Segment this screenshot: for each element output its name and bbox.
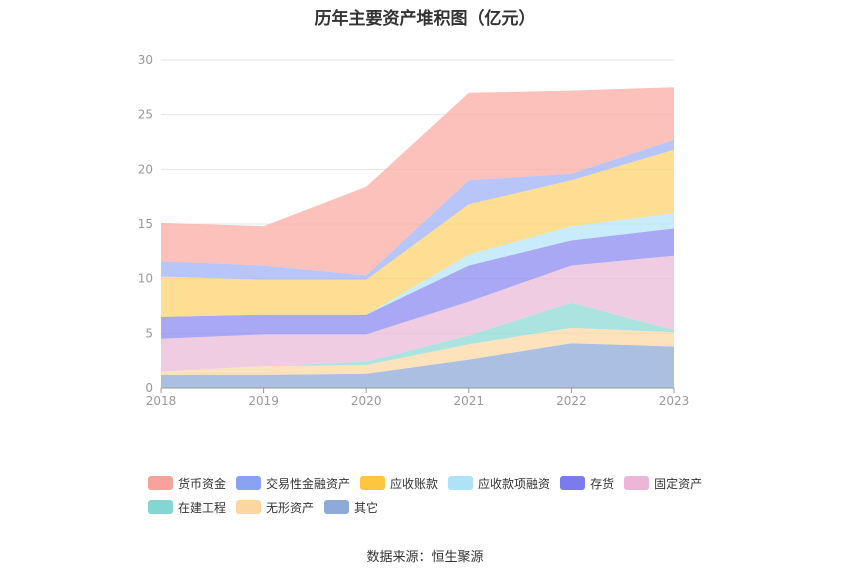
area-应收款项融资	[161, 213, 674, 317]
legend-row: 在建工程 无形资产 其它	[148, 495, 728, 519]
area-其它	[161, 343, 674, 388]
legend-label: 交易性金融资产	[266, 476, 351, 491]
legend-label: 存货	[590, 476, 615, 491]
x-tick-label: 2023	[659, 394, 690, 408]
y-tick-label: 5	[145, 326, 153, 340]
area-应收账款	[161, 149, 674, 317]
legend-swatch	[448, 476, 474, 490]
legend-swatch	[236, 476, 262, 490]
y-tick-label: 10	[138, 272, 153, 286]
x-tick-label: 2018	[146, 394, 177, 408]
area-series	[161, 87, 674, 388]
legend-swatch	[560, 476, 586, 490]
legend-item[interactable]: 应收账款	[360, 475, 438, 492]
legend-label: 应收款项融资	[478, 476, 551, 491]
legend-swatch	[236, 500, 262, 514]
legend-swatch	[148, 500, 173, 514]
y-tick-label: 20	[138, 162, 153, 176]
legend-swatch	[148, 476, 173, 490]
area-在建工程	[161, 302, 674, 372]
y-tick-label: 15	[138, 217, 153, 231]
x-tick-label: 2021	[454, 394, 485, 408]
legend-item[interactable]: 货币资金	[148, 475, 226, 492]
legend-label: 固定资产	[654, 476, 703, 491]
area-固定资产	[161, 255, 674, 372]
data-source: 数据来源：恒生聚源	[366, 550, 484, 565]
area-交易性金融资产	[161, 139, 674, 280]
legend-label: 货币资金	[178, 476, 227, 491]
legend-label: 其它	[354, 500, 379, 515]
area-货币资金	[161, 87, 674, 276]
legend-swatch	[360, 476, 386, 490]
area-无形资产	[161, 327, 674, 375]
x-tick-label: 2019	[248, 394, 279, 408]
axes: 0 5 10 15 20 25 30 2018 2019 2020 2021 2022 2023	[138, 53, 690, 408]
x-tick-label: 2022	[556, 394, 587, 408]
legend: 货币资金 交易性金融资产 应收账款 应收款项融资 存货 固定资产在建工程 无形资产 其它	[148, 471, 728, 519]
x-tick-label: 2020	[351, 394, 382, 408]
legend-item[interactable]: 存货	[560, 475, 614, 492]
legend-label: 在建工程	[178, 500, 227, 515]
legend-label: 应收账款	[390, 476, 439, 491]
legend-swatch	[624, 476, 650, 490]
legend-item[interactable]: 无形资产	[236, 499, 314, 516]
y-tick-label: 0	[145, 381, 153, 395]
legend-item[interactable]: 在建工程	[148, 499, 226, 516]
y-tick-label: 30	[138, 53, 153, 67]
area-存货	[161, 228, 674, 339]
legend-row: 货币资金 交易性金融资产 应收账款 应收款项融资 存货 固定资产	[148, 471, 728, 495]
legend-item[interactable]: 交易性金融资产	[236, 475, 350, 492]
legend-item[interactable]: 应收款项融资	[448, 475, 550, 492]
y-tick-label: 25	[138, 108, 153, 122]
legend-item[interactable]: 其它	[324, 499, 378, 516]
legend-item[interactable]: 固定资产	[624, 475, 702, 492]
chart-title: 历年主要资产堆积图（亿元）	[314, 9, 536, 29]
legend-swatch	[324, 500, 350, 514]
legend-label: 无形资产	[266, 500, 315, 515]
